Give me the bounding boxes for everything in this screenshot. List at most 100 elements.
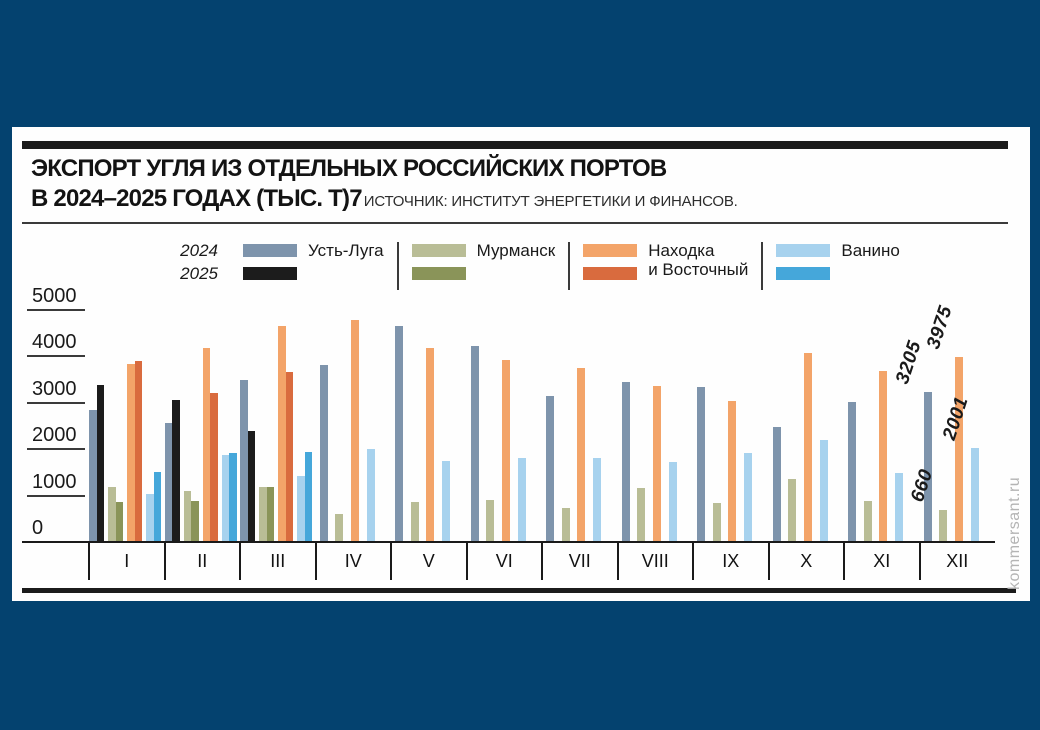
bar-murmansk-2025-I <box>115 502 123 541</box>
x-axis-label-XI: XI <box>843 543 919 580</box>
bar-nakhodka-vostochny-2024-III <box>278 325 286 541</box>
legend-year-2025-label: 2025 <box>180 264 218 283</box>
bar-murmansk-2025-III <box>266 486 274 541</box>
legend-swatch-column <box>583 244 638 282</box>
x-axis-line <box>22 541 995 543</box>
legend-entry-label: Мурманск <box>476 241 556 260</box>
bar-nakhodka-vostochny-2024-II <box>202 347 210 541</box>
y-tick-4000: 4000 <box>27 330 85 358</box>
legend-entry-label: Усть-Луга <box>308 241 384 260</box>
month-group-IX <box>692 309 768 541</box>
month-group-III <box>239 309 315 541</box>
bar-ust-luga-2024-V <box>395 326 403 541</box>
bar-nakhodka-vostochny-2025-II <box>210 392 218 541</box>
month-group-VI <box>466 309 542 541</box>
legend-divider <box>568 242 571 290</box>
month-group-XII: 3205 660 3975 2001 <box>892 303 995 541</box>
legend-swatch-column <box>776 244 831 280</box>
bar-vanino-2024-VI <box>517 457 526 541</box>
bar-vanino-2024-VIII <box>668 462 677 541</box>
bar-vanino-2025-III <box>304 452 312 541</box>
bar-nakhodka-vostochny-2024-VIII <box>652 385 661 541</box>
x-axis-label-III: III <box>239 543 315 580</box>
x-axis-label-X: X <box>767 543 844 580</box>
month-group-XI <box>843 309 919 541</box>
bar-murmansk-2024-X <box>788 478 797 541</box>
x-axis-label-IX: IX <box>692 543 768 580</box>
bottom-rule <box>22 588 1016 593</box>
bar-vanino-2024-IV <box>366 449 375 541</box>
bar-murmansk-2024-VII <box>561 508 570 541</box>
bar-ust-luga-2024-XI <box>848 401 856 541</box>
header-divider-line <box>22 222 1008 224</box>
plot-area: 3205 660 3975 2001 <box>88 303 995 541</box>
bar-ust-luga-2024-VI <box>470 345 479 541</box>
x-axis-label-II: II <box>163 543 240 580</box>
month-group-VII <box>541 309 617 541</box>
bar-murmansk-2024-IX <box>712 502 721 541</box>
bar-ust-luga-2024-III <box>240 380 248 541</box>
legend-swatch-2024 <box>411 244 466 257</box>
y-tick-0: 0 <box>32 517 44 539</box>
x-axis-label-VIII: VIII <box>616 543 693 580</box>
bar-murmansk-2024-I <box>108 487 116 541</box>
chart-title-row: В 2024–2025 ГОДАХ (ТЫС. Т)7 ИСТОЧНИК: ИНС… <box>31 185 738 213</box>
bar-nakhodka-vostochny-2024-XI <box>879 370 888 541</box>
bar-ust-luga-2025-I <box>96 384 104 541</box>
bar-murmansk-2024-V <box>410 501 419 541</box>
legend-swatch-2025 <box>583 267 638 280</box>
y-tick-5000: 5000 <box>27 284 85 311</box>
legend-entry-2: Мурманск <box>399 241 569 280</box>
chart-title-line1: ЭКСПОРТ УГЛЯ ИЗ ОТДЕЛЬНЫХ РОССИЙСКИХ ПОР… <box>31 155 667 182</box>
bar-nakhodka-vostochny-2024-I <box>127 363 135 541</box>
bar-nakhodka-vostochny-2025-III <box>285 371 293 541</box>
bar-nakhodka-vostochny-2024-XII <box>954 356 963 541</box>
legend-swatch-column <box>411 244 466 280</box>
bar-ust-luga-2024-X <box>772 427 781 541</box>
legend-swatch-column <box>243 244 297 280</box>
x-axis-label-XII: XII <box>918 543 995 580</box>
legend-swatch-2025 <box>411 267 466 280</box>
bar-nakhodka-vostochny-2024-VI <box>501 360 510 541</box>
bar-vanino-2024-VII <box>593 457 602 541</box>
bar-murmansk-2024-VI <box>486 499 495 541</box>
bar-nakhodka-vostochny-2025-I <box>134 361 142 541</box>
bar-vanino-2024-II <box>221 454 229 541</box>
bar-ust-luga-2025-III <box>247 431 255 541</box>
y-tick-3000: 3000 <box>27 377 85 404</box>
bar-vanino-2024-X <box>819 440 828 541</box>
bar-nakhodka-vostochny-2024-V <box>426 347 435 541</box>
bar-vanino-2025-I <box>153 472 161 541</box>
month-group-VIII <box>617 309 693 541</box>
bar-nakhodka-vostochny-2024-IX <box>728 401 737 541</box>
bar-murmansk-2024-XII <box>939 510 948 541</box>
legend-swatch-2025 <box>243 267 297 280</box>
month-group-X <box>768 309 844 541</box>
bar-ust-luga-2025-II <box>172 399 180 541</box>
x-axis-label-V: V <box>390 543 466 580</box>
y-tick-2000: 2000 <box>27 423 85 451</box>
bar-murmansk-2024-II <box>183 491 191 541</box>
infographic-card: ЭКСПОРТ УГЛЯ ИЗ ОТДЕЛЬНЫХ РОССИЙСКИХ ПОР… <box>12 127 1030 601</box>
bar-murmansk-2024-IV <box>335 514 344 541</box>
legend: 2024 2025 Усть-Луга Мурманск Находка и Вост… <box>162 241 913 290</box>
bar-vanino-2025-II <box>229 453 237 541</box>
legend-entry-4: Ванино <box>763 241 913 280</box>
month-group-IV <box>315 309 391 541</box>
x-axis-label-VI: VI <box>465 543 542 580</box>
bar-ust-luga-2024-VIII <box>621 382 630 541</box>
legend-swatch-2025 <box>776 267 831 280</box>
month-group-V <box>390 309 466 541</box>
y-tick-1000: 1000 <box>27 470 85 497</box>
month-group-II <box>164 309 240 541</box>
chart-title-line2: В 2024–2025 ГОДАХ (ТЫС. Т)7 <box>31 185 363 212</box>
bar-vanino-2024-IX <box>744 453 753 541</box>
legend-swatch-2024 <box>583 244 638 257</box>
legend-entry-label: Находка и Восточный <box>648 241 749 279</box>
bar-murmansk-2024-III <box>259 486 267 541</box>
bar-ust-luga-2024-II <box>164 422 172 541</box>
bar-ust-luga-2024-XII <box>923 392 932 541</box>
legend-divider <box>396 242 399 290</box>
bar-ust-luga-2024-IV <box>319 364 328 541</box>
bar-ust-luga-2024-I <box>89 410 97 541</box>
